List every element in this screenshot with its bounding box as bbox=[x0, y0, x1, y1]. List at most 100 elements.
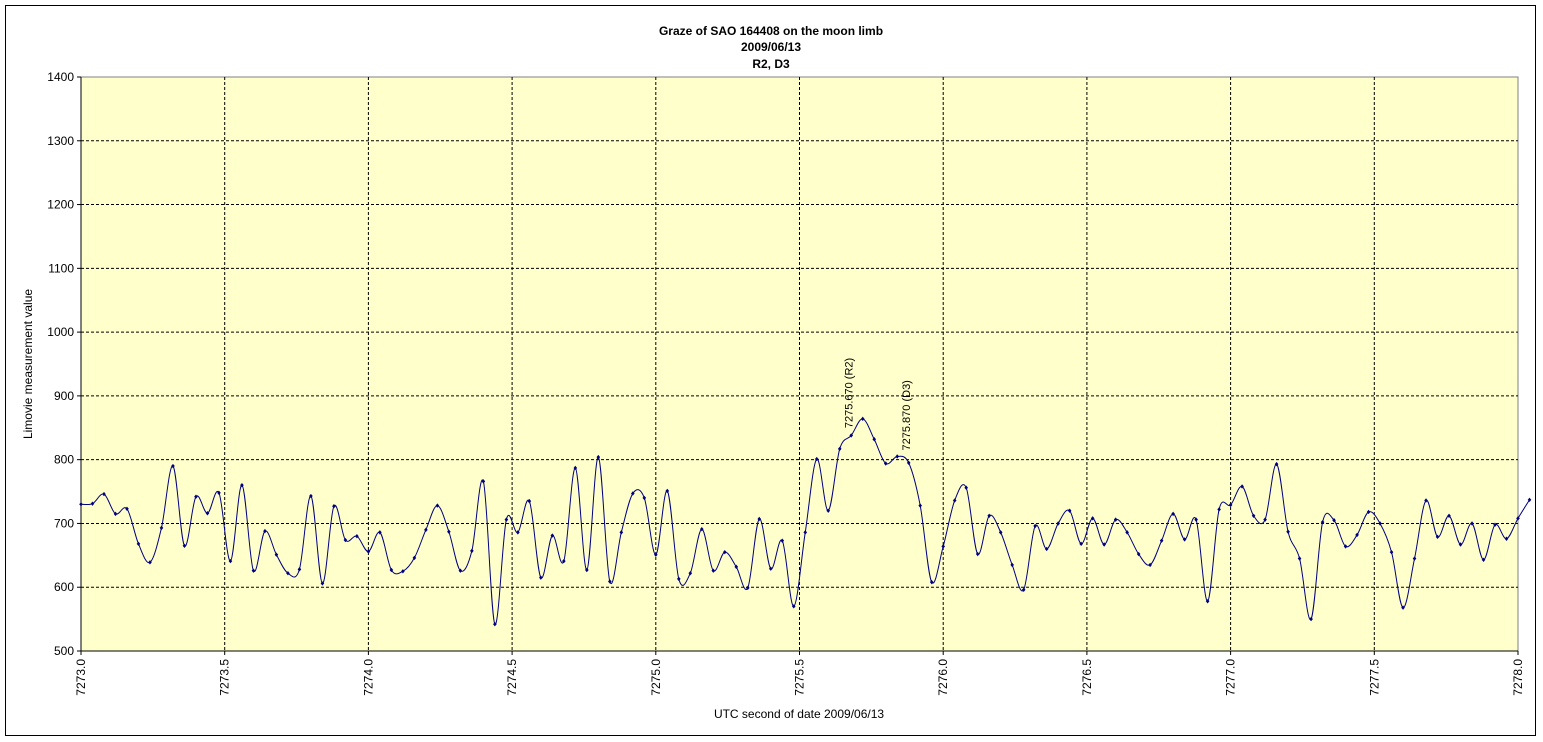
data-point bbox=[1171, 511, 1175, 517]
data-point bbox=[240, 482, 244, 488]
data-point bbox=[1010, 562, 1014, 568]
y-tick-label: 1400 bbox=[47, 70, 74, 84]
data-point bbox=[102, 491, 106, 497]
y-tick-label: 1100 bbox=[48, 261, 74, 275]
data-point bbox=[1297, 556, 1302, 561]
data-point bbox=[849, 433, 854, 438]
data-point bbox=[573, 465, 578, 471]
x-tick-label: 7277.0 bbox=[1224, 659, 1238, 696]
event-annotation: 7275.670 (R2) bbox=[843, 358, 855, 428]
y-tick-label: 500 bbox=[54, 644, 74, 658]
data-point bbox=[378, 530, 382, 535]
y-tick-label: 1300 bbox=[47, 134, 74, 148]
data-point bbox=[941, 544, 945, 549]
data-point bbox=[171, 463, 175, 469]
data-point bbox=[1205, 599, 1210, 604]
data-point bbox=[194, 494, 198, 499]
data-point bbox=[1067, 508, 1072, 513]
x-axis-label: UTC second of date 2009/06/13 bbox=[714, 707, 884, 721]
data-point bbox=[619, 530, 624, 535]
data-point bbox=[964, 485, 968, 490]
data-point bbox=[1090, 516, 1095, 521]
data-point bbox=[1458, 542, 1463, 547]
data-point bbox=[205, 511, 210, 516]
data-point bbox=[251, 568, 256, 573]
data-point bbox=[952, 498, 957, 503]
data-point bbox=[608, 579, 612, 584]
data-point bbox=[562, 558, 566, 564]
data-point bbox=[1056, 521, 1060, 526]
data-point bbox=[768, 566, 773, 571]
data-point bbox=[734, 564, 739, 570]
data-point bbox=[1470, 521, 1474, 526]
data-point bbox=[297, 567, 302, 572]
data-point bbox=[458, 568, 463, 573]
x-tick-label: 7273.0 bbox=[74, 659, 88, 696]
y-tick-label: 600 bbox=[54, 580, 74, 594]
y-tick-label: 1000 bbox=[47, 325, 74, 339]
data-point bbox=[1389, 549, 1394, 555]
data-point bbox=[1424, 498, 1428, 503]
series-group bbox=[79, 416, 1532, 627]
data-point bbox=[1527, 497, 1532, 503]
data-point bbox=[975, 551, 980, 557]
data-point bbox=[274, 552, 279, 557]
data-point bbox=[711, 568, 716, 573]
data-point bbox=[1274, 461, 1279, 467]
y-axis-label: Limovie measurement value bbox=[21, 289, 35, 439]
data-point bbox=[1044, 546, 1049, 552]
data-point bbox=[447, 529, 451, 534]
x-tick-label: 7274.5 bbox=[505, 659, 519, 696]
data-point bbox=[550, 533, 555, 538]
data-point bbox=[596, 454, 601, 460]
data-point bbox=[1148, 562, 1152, 568]
data-point bbox=[1125, 530, 1129, 535]
x-tick-label: 7276.5 bbox=[1080, 659, 1094, 696]
data-point bbox=[263, 528, 267, 534]
event-annotation: 7275.870 (D3) bbox=[901, 380, 913, 450]
data-point bbox=[1217, 507, 1221, 512]
data-point bbox=[1504, 536, 1509, 541]
data-point bbox=[1343, 544, 1348, 549]
data-point bbox=[113, 511, 118, 517]
data-point bbox=[1447, 513, 1451, 518]
data-point bbox=[1320, 519, 1325, 525]
data-point bbox=[366, 549, 371, 554]
y-axis-ticks: 500 600 700 800 900 1000 1100 1200 1300 1400 bbox=[47, 70, 81, 658]
data-point bbox=[182, 543, 187, 548]
data-point bbox=[998, 530, 1003, 535]
data-point bbox=[688, 570, 693, 576]
data-point bbox=[125, 506, 129, 511]
data-point bbox=[1240, 484, 1244, 489]
y-tick-label: 800 bbox=[54, 453, 74, 467]
data-point bbox=[585, 567, 589, 573]
data-point bbox=[286, 570, 290, 576]
chart-title: Graze of SAO 164408 on the moon limb bbox=[659, 24, 883, 38]
data-point bbox=[918, 503, 923, 508]
data-point bbox=[1366, 509, 1371, 515]
data-point bbox=[1033, 523, 1037, 529]
data-point bbox=[780, 538, 785, 543]
data-point bbox=[148, 560, 152, 565]
data-point bbox=[343, 537, 348, 543]
data-point bbox=[1332, 518, 1336, 523]
data-point bbox=[1228, 502, 1233, 508]
data-point bbox=[1286, 529, 1290, 534]
y-tick-label: 700 bbox=[54, 516, 74, 530]
data-point bbox=[470, 548, 474, 554]
data-point bbox=[1079, 541, 1083, 547]
data-point bbox=[722, 549, 727, 555]
data-point bbox=[1516, 516, 1520, 521]
chart-subtitle-date: 2009/06/13 bbox=[741, 40, 801, 54]
data-point bbox=[929, 579, 934, 585]
data-point bbox=[539, 575, 543, 580]
data-point bbox=[1309, 616, 1313, 622]
data-point bbox=[1021, 587, 1026, 592]
data-point bbox=[1136, 551, 1141, 557]
data-point bbox=[1182, 537, 1187, 542]
data-point bbox=[631, 491, 635, 496]
data-point bbox=[1263, 517, 1267, 522]
chart-title-block: Graze of SAO 164408 on the moon limb 200… bbox=[659, 24, 883, 71]
data-point bbox=[1401, 605, 1405, 610]
